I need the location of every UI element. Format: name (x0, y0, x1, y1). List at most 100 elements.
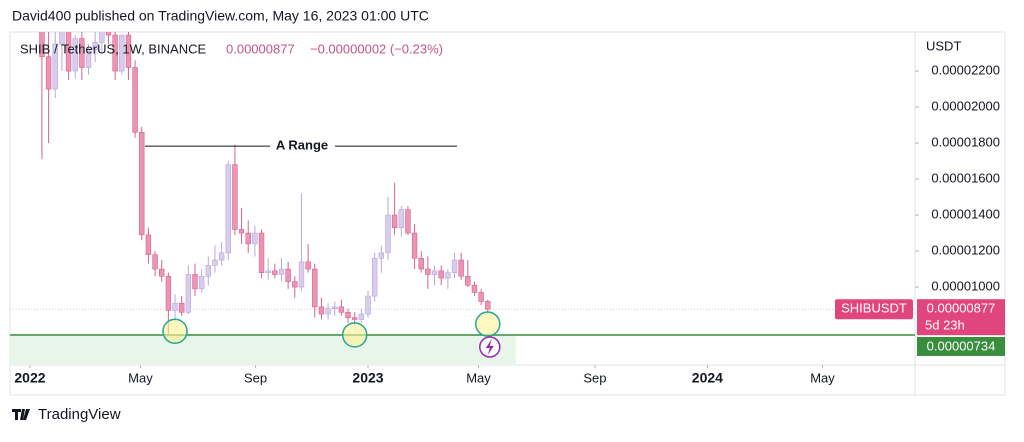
candle-body (225, 164, 231, 254)
candle-body (351, 317, 358, 320)
candle-body (159, 268, 165, 277)
candle-body (451, 259, 458, 273)
candle-body (278, 268, 285, 275)
candle-body (65, 32, 72, 72)
candle-body (59, 32, 65, 45)
x-tick-label: Sep (583, 370, 606, 385)
axis-unit: USDT (926, 38, 961, 53)
last-price-box (917, 299, 1005, 336)
candle-body (345, 311, 351, 318)
candle-body (371, 257, 378, 297)
candle-body (85, 49, 92, 68)
candle-body (238, 229, 245, 234)
candle-body (438, 270, 444, 279)
ticker-box (835, 299, 913, 320)
candle-body (112, 34, 118, 72)
candle-body (212, 259, 218, 266)
y-tick-label: 0.00001200 (931, 242, 1000, 257)
last-price-label: 0.00000877 (927, 301, 996, 316)
price-text: 0.00000877 (226, 41, 295, 56)
candle-body (298, 261, 305, 288)
candle-body (99, 32, 105, 43)
candle-body (325, 308, 331, 315)
candle-body (365, 295, 371, 315)
logo (12, 409, 30, 420)
x-tick-label: 2022 (14, 370, 45, 386)
overlay: SHIBUSDT 0.00000877 5d 23h 0.00000734 (479, 299, 1005, 358)
candle-body (332, 306, 338, 309)
candle-body (411, 232, 418, 259)
x-tick-label: 2024 (692, 370, 723, 386)
candle-body (132, 67, 138, 133)
candle-body (405, 209, 411, 234)
candle-body (445, 272, 451, 279)
candle-body (458, 259, 464, 277)
candle-body (478, 292, 484, 302)
candle-body (119, 34, 125, 72)
countdown: 5d 23h (925, 318, 965, 333)
candle-body (185, 274, 192, 313)
header: David400 published on TradingView.com, M… (12, 8, 429, 24)
plot-area: A Range (10, 32, 915, 365)
candle-body (431, 270, 438, 275)
candle-body (178, 302, 185, 313)
x-tick-label: May (128, 370, 153, 385)
candle-body (425, 268, 431, 275)
y-tick-label: 0.00001600 (931, 170, 1000, 185)
symbol: SHIB / TetherUS, 1W, BINANCE (20, 41, 206, 56)
candle-body (312, 268, 318, 308)
footer-brand: TradingView (38, 406, 121, 423)
highlight-circle (475, 311, 501, 337)
candle-body (465, 275, 471, 286)
y-tick-label: 0.00002000 (931, 98, 1000, 113)
highlight-circle (341, 322, 368, 348)
support-box (917, 336, 1005, 356)
alert-bolt (485, 339, 494, 355)
candle-body (265, 270, 271, 273)
candle-body (45, 56, 52, 90)
candle-body (318, 306, 325, 315)
annotation-text: A Range (276, 138, 328, 153)
candle-body (272, 270, 278, 275)
x-tick-label: 2023 (352, 370, 383, 386)
candle-body (139, 131, 145, 236)
x-tick-label: Sep (244, 370, 267, 385)
support-zone (10, 334, 516, 365)
candle-body (378, 252, 385, 259)
y-tick-label: 0.00001800 (931, 134, 1000, 149)
candle-body (252, 232, 258, 245)
candle-body (125, 34, 132, 68)
candle-body (232, 164, 238, 230)
ticker-label: SHIBUSDT (841, 301, 907, 316)
x-tick-label: May (466, 370, 491, 385)
change-text: −0.00000002 (−0.23%) (310, 41, 443, 56)
candle-body (192, 274, 198, 290)
candle-body (391, 214, 398, 228)
candle-body (471, 284, 478, 293)
candle-body (79, 38, 85, 68)
y-tick-label: 0.00001000 (931, 278, 1000, 293)
candle-body (72, 38, 78, 72)
candle-body (92, 41, 98, 50)
candle-body (205, 265, 212, 277)
candle-body (258, 232, 265, 273)
x-tick-label: May (810, 370, 835, 385)
candle-body (218, 252, 225, 261)
candle-body (398, 209, 404, 228)
candle-body (338, 306, 345, 313)
candle-body (385, 214, 391, 254)
candle-body (172, 302, 178, 311)
candle-body (485, 301, 491, 310)
candle-body (145, 234, 152, 255)
candle-body (418, 257, 424, 270)
candle-body (292, 281, 298, 288)
support-label: 0.00000734 (927, 338, 996, 353)
frame (9, 31, 1006, 396)
y-tick-label: 0.00002200 (931, 62, 1000, 77)
candle-body (152, 254, 158, 270)
candle-body (358, 313, 365, 320)
candle-body (198, 275, 205, 290)
y-tick-label: 0.00001400 (931, 206, 1000, 221)
candle-body (39, 32, 45, 57)
